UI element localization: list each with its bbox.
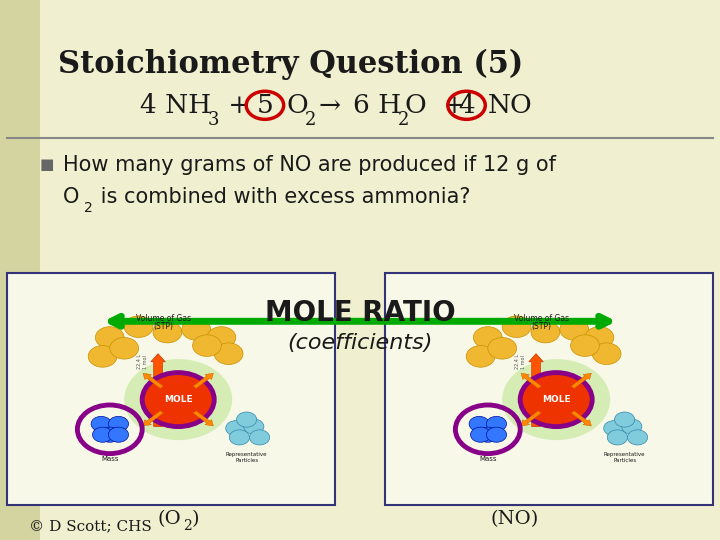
Text: (O: (O	[158, 510, 181, 529]
FancyArrow shape	[193, 373, 213, 388]
FancyArrow shape	[151, 354, 166, 427]
Text: 6 H: 6 H	[353, 93, 401, 118]
Circle shape	[109, 427, 129, 442]
FancyArrow shape	[143, 373, 163, 388]
Bar	[7, 273, 335, 505]
Text: (NO): (NO)	[490, 510, 539, 529]
Circle shape	[521, 373, 593, 427]
Circle shape	[125, 359, 233, 440]
Text: 22.4 L
1 mol: 22.4 L 1 mol	[515, 354, 526, 369]
Text: 4 NH: 4 NH	[140, 93, 212, 118]
Bar	[0, 0, 40, 540]
Circle shape	[487, 416, 507, 431]
Circle shape	[478, 427, 498, 442]
Text: MOLE RATIO: MOLE RATIO	[265, 299, 455, 327]
Circle shape	[560, 319, 589, 340]
FancyArrow shape	[528, 354, 544, 427]
Text: Mass: Mass	[479, 456, 497, 462]
Circle shape	[628, 430, 648, 445]
Text: Volume of Gas: Volume of Gas	[514, 314, 570, 323]
Circle shape	[474, 327, 503, 348]
Text: 2: 2	[84, 201, 93, 215]
Text: (coefficients): (coefficients)	[287, 333, 433, 353]
Circle shape	[243, 419, 264, 434]
Circle shape	[95, 327, 125, 348]
Circle shape	[615, 412, 635, 427]
Circle shape	[226, 421, 246, 436]
Circle shape	[571, 335, 600, 356]
Text: O  +: O +	[405, 93, 466, 118]
Text: O: O	[63, 187, 79, 207]
Circle shape	[207, 327, 236, 348]
Text: Representative
Particles: Representative Particles	[604, 452, 645, 463]
FancyArrow shape	[571, 411, 591, 426]
Circle shape	[93, 427, 113, 442]
Text: 2: 2	[305, 111, 316, 129]
Text: is combined with excess ammonia?: is combined with excess ammonia?	[94, 187, 470, 207]
FancyArrow shape	[571, 373, 591, 388]
Circle shape	[603, 421, 624, 436]
Circle shape	[471, 427, 491, 442]
Text: Stoichiometry Question (5): Stoichiometry Question (5)	[58, 49, 523, 80]
Text: How many grams of NO are produced if 12 g of: How many grams of NO are produced if 12 …	[63, 154, 556, 175]
Text: →: →	[319, 93, 341, 118]
Circle shape	[467, 346, 495, 367]
Text: (STP): (STP)	[532, 322, 552, 331]
FancyArrow shape	[143, 411, 163, 426]
Text: ): )	[192, 510, 199, 529]
Text: © D Scott; CHS: © D Scott; CHS	[29, 519, 151, 534]
Circle shape	[503, 316, 531, 338]
Circle shape	[99, 427, 120, 442]
Circle shape	[109, 416, 129, 431]
Circle shape	[193, 335, 222, 356]
Circle shape	[503, 359, 611, 440]
Text: +: +	[220, 93, 250, 118]
Circle shape	[607, 430, 628, 445]
Circle shape	[143, 373, 215, 427]
Circle shape	[89, 346, 117, 367]
Text: 3: 3	[207, 111, 219, 129]
Text: 2: 2	[183, 519, 192, 534]
Circle shape	[250, 430, 270, 445]
Circle shape	[469, 416, 490, 431]
Circle shape	[153, 321, 181, 343]
Text: 22.4 L
1 mol: 22.4 L 1 mol	[137, 354, 148, 369]
Bar	[385, 273, 713, 505]
Text: 5: 5	[256, 93, 274, 118]
Text: ■: ■	[40, 157, 54, 172]
FancyArrow shape	[521, 373, 541, 388]
Text: Mass: Mass	[101, 456, 119, 462]
Circle shape	[487, 427, 507, 442]
Circle shape	[124, 316, 153, 338]
Circle shape	[229, 430, 250, 445]
Text: Representative
Particles: Representative Particles	[226, 452, 267, 463]
Circle shape	[91, 416, 112, 431]
Circle shape	[488, 338, 517, 359]
Circle shape	[215, 343, 243, 364]
Text: 2: 2	[397, 111, 409, 129]
Text: O: O	[287, 93, 308, 118]
Text: NO: NO	[488, 93, 533, 118]
Circle shape	[236, 412, 257, 427]
Text: Volume of Gas: Volume of Gas	[136, 314, 192, 323]
Text: 4: 4	[458, 93, 475, 118]
Text: MOLE: MOLE	[164, 395, 192, 404]
Circle shape	[531, 321, 560, 343]
Circle shape	[593, 343, 621, 364]
Text: (STP): (STP)	[154, 322, 174, 331]
Circle shape	[585, 327, 613, 348]
Circle shape	[110, 338, 139, 359]
Circle shape	[622, 419, 642, 434]
Circle shape	[181, 319, 211, 340]
Text: MOLE: MOLE	[542, 395, 570, 404]
FancyArrow shape	[193, 411, 213, 426]
FancyArrow shape	[521, 411, 541, 426]
